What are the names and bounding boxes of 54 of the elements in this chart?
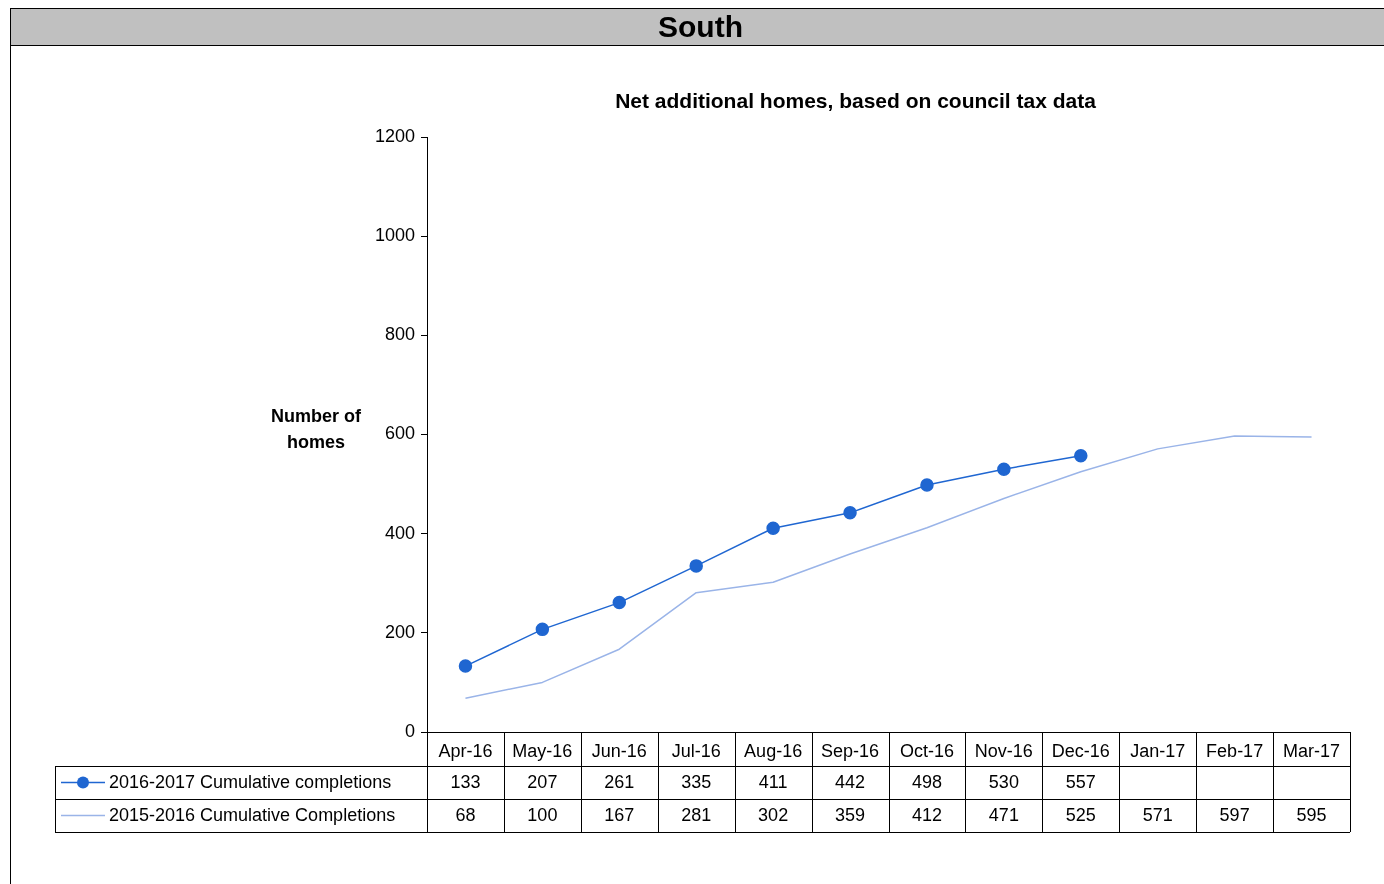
y-tick-label: 400 — [384, 522, 415, 543]
data-label: 411 — [758, 772, 788, 793]
data-label: 557 — [1065, 772, 1096, 793]
data-label: 530 — [988, 772, 1019, 793]
data-label: 471 — [988, 805, 1019, 826]
point — [997, 462, 1011, 476]
data-label: 498 — [911, 772, 942, 793]
x-tick-label: Aug-16 — [744, 740, 803, 761]
x-tick-label: May-16 — [512, 740, 573, 761]
point — [458, 659, 473, 673]
y-tick-label: 1000 — [374, 225, 415, 246]
x-tick-label: Nov-16 — [974, 740, 1033, 761]
data-label: 412 — [911, 805, 942, 826]
point — [843, 506, 857, 520]
x-tick-label: Sep-16 — [821, 740, 880, 761]
x-tick-label: Dec-16 — [1051, 740, 1110, 761]
legend-label: 2016-2017 Cumulative completions — [109, 772, 392, 793]
point — [689, 559, 703, 573]
data-label: 525 — [1065, 805, 1096, 826]
data-label: 571 — [1142, 805, 1173, 826]
legend-label: 2015-2016 Cumulative Completions — [109, 805, 396, 826]
data-label: 167 — [604, 805, 635, 826]
x-tick-label: Feb-17 — [1206, 740, 1264, 761]
data-label: 100 — [527, 805, 558, 826]
data-label: 359 — [835, 805, 866, 826]
y-tick-label: 0 — [404, 720, 415, 741]
point — [535, 622, 550, 637]
x-tick-label: Jul-16 — [671, 740, 721, 761]
chart-subtitle: Net additional homes, based on council tax data — [615, 88, 1097, 112]
y-tick-label: 600 — [384, 423, 415, 444]
x-tick-label: Apr-16 — [438, 740, 493, 761]
point — [920, 478, 934, 492]
data-label: 207 — [527, 772, 558, 793]
y-tick-label: 1200 — [374, 125, 415, 146]
data-label: 442 — [835, 772, 866, 793]
point — [612, 595, 627, 610]
x-tick-label: Jun-16 — [591, 740, 647, 761]
data-label: 261 — [604, 772, 635, 793]
y-tick-label: 800 — [384, 324, 415, 345]
data-label: 133 — [450, 772, 481, 793]
data-label: 595 — [1296, 805, 1327, 826]
data-label: 281 — [681, 805, 712, 826]
x-tick-label: Jan-17 — [1130, 740, 1186, 761]
y-tick-label: 200 — [384, 621, 415, 642]
data-label: 335 — [681, 772, 712, 793]
data-label: 68 — [455, 805, 476, 826]
x-tick-label: Mar-17 — [1283, 740, 1341, 761]
x-tick-label: Oct-16 — [899, 740, 954, 761]
point — [1074, 449, 1088, 463]
data-label: 302 — [758, 805, 789, 826]
y-axis-title: Number of homes — [271, 406, 363, 453]
point — [766, 521, 780, 535]
chart-title: South — [11, 9, 1384, 46]
data-label: 597 — [1219, 805, 1250, 826]
